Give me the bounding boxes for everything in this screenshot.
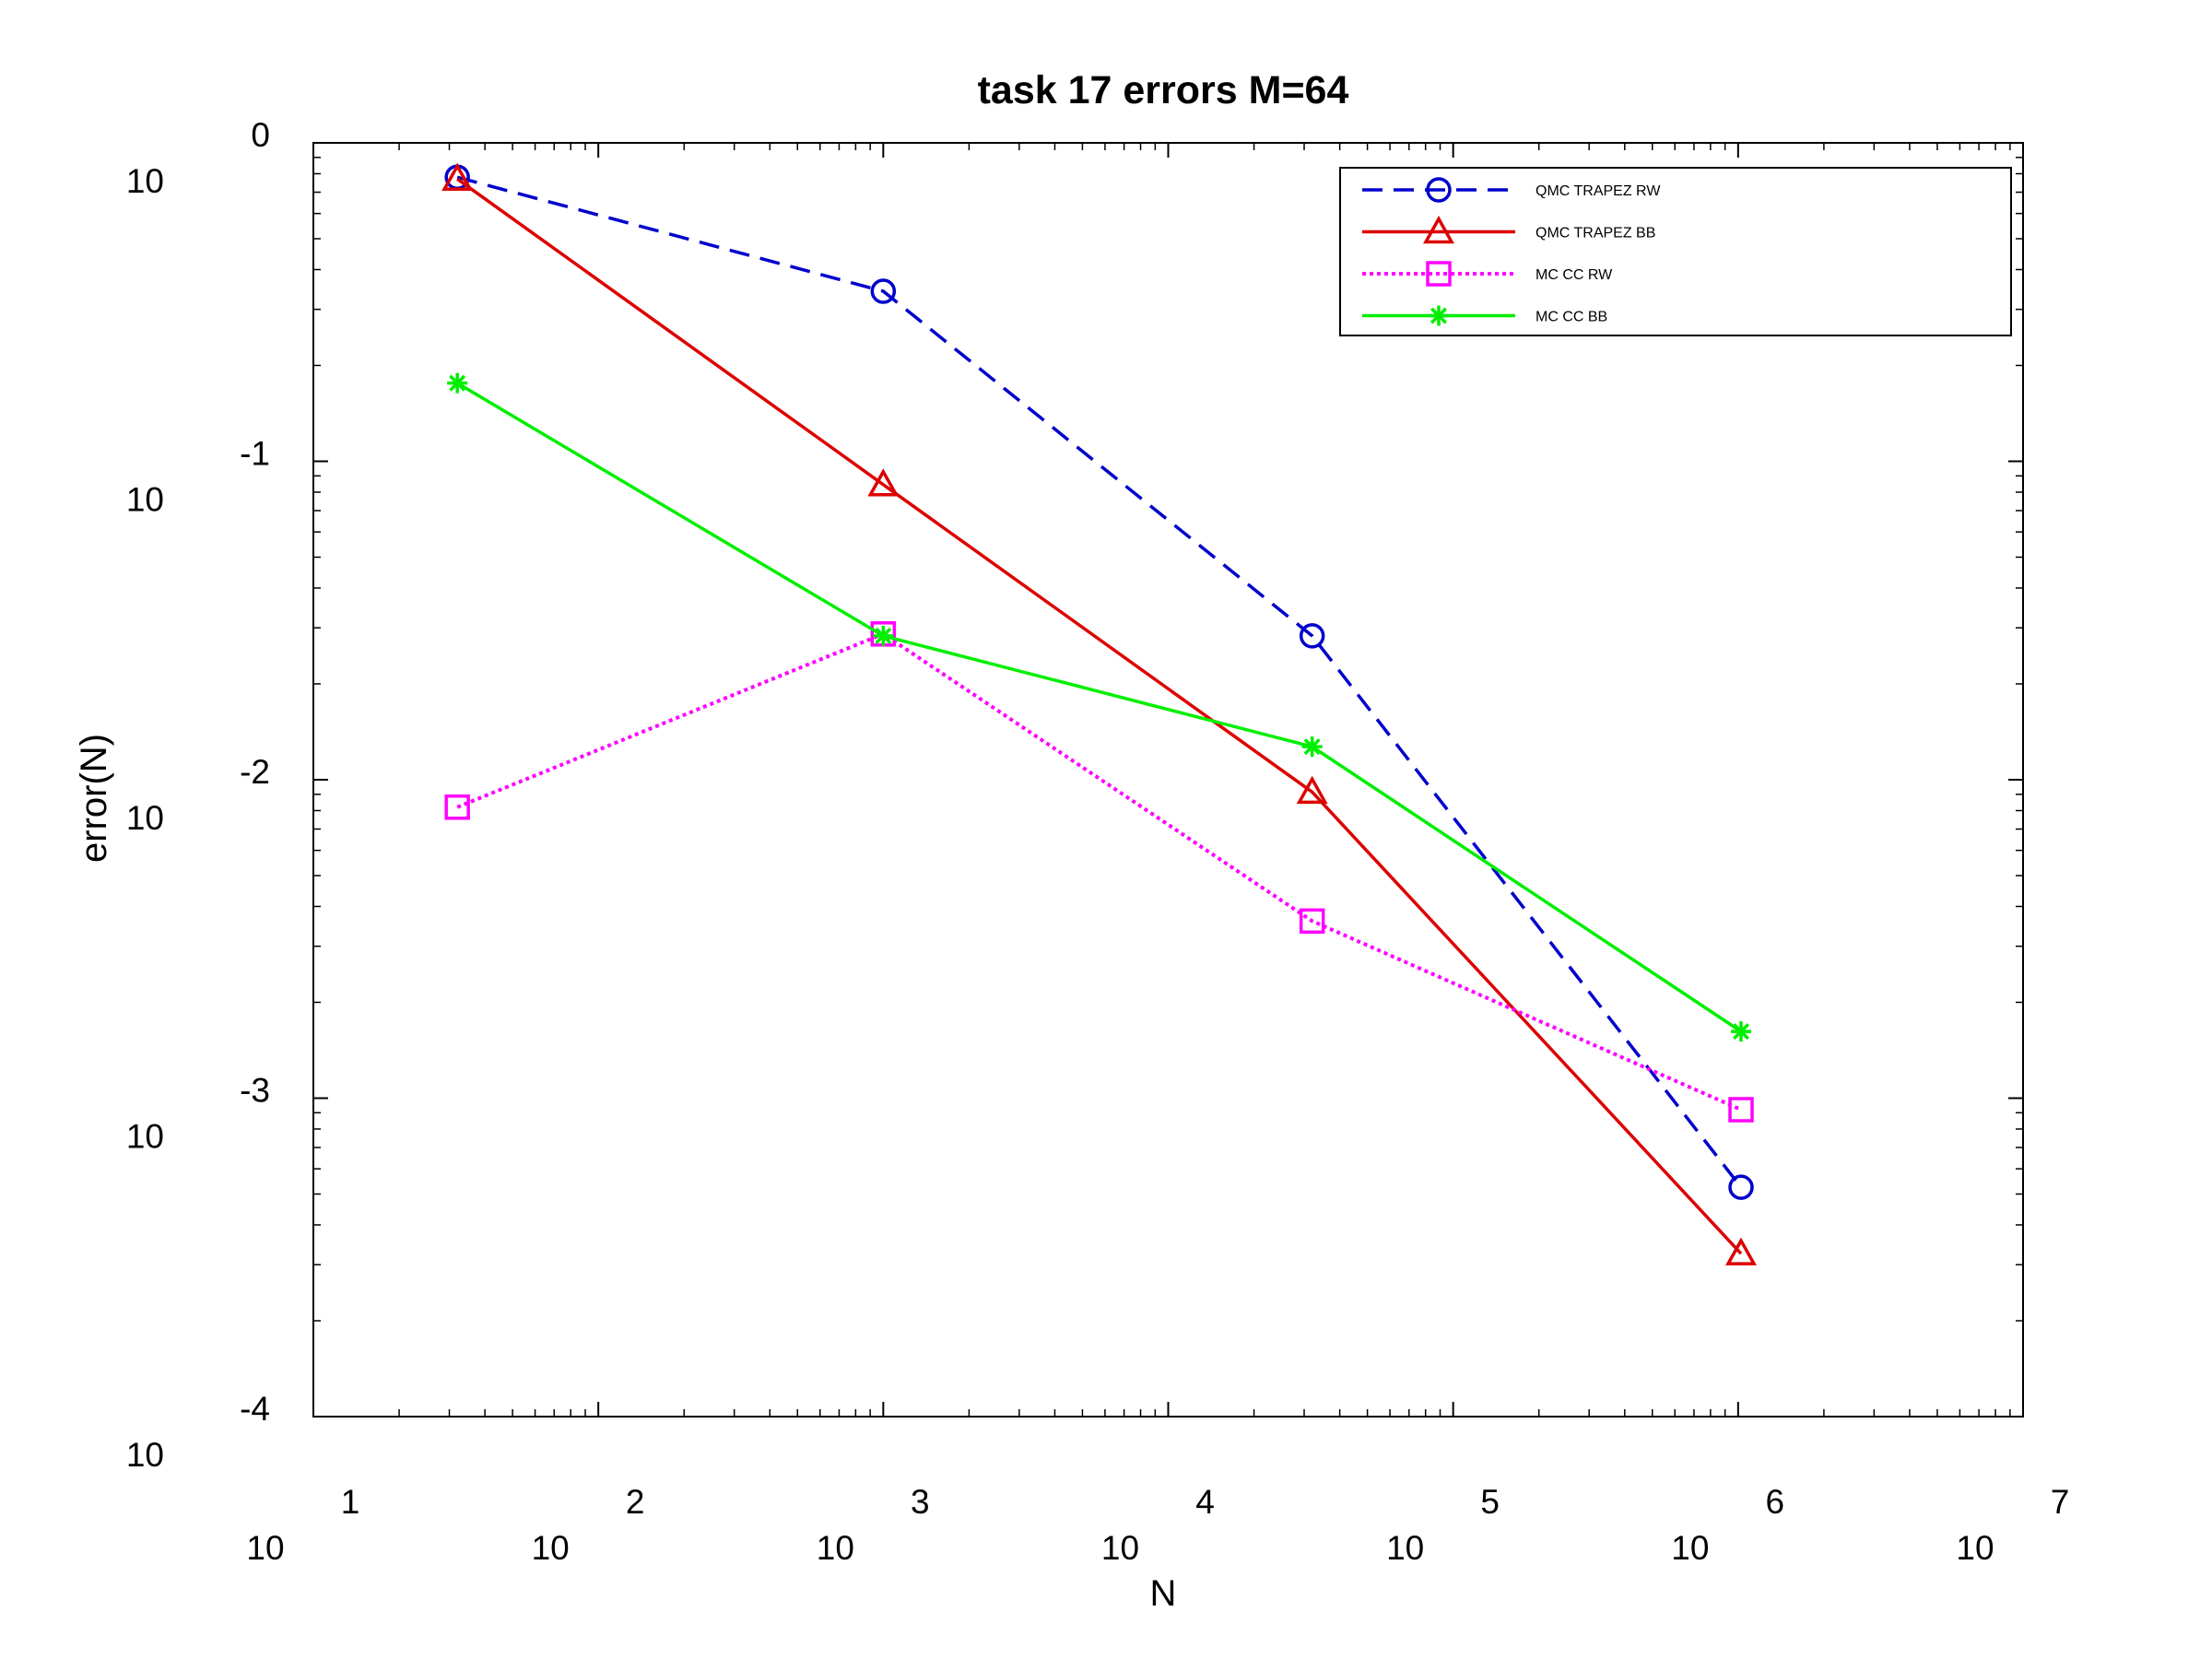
x-tick-label: 10 (817, 1529, 854, 1567)
data-point-mc-cc-rw (444, 794, 470, 820)
legend-marker-qmc-trapez-rw (1426, 177, 1452, 203)
data-point-qmc-trapez-bb (441, 162, 474, 191)
y-tick-exponent: 0 (251, 116, 270, 154)
legend-label-mc-cc-bb: MC CC BB (1535, 310, 1607, 325)
star-stroke (1303, 738, 1321, 756)
y-tick-label: 10 (126, 1436, 164, 1474)
series-line-mc-cc-bb (456, 382, 1742, 1033)
chart-title: task 17 errors M=64 (978, 68, 1349, 112)
star-stroke (1430, 307, 1448, 324)
star-stroke (875, 627, 892, 644)
x-tick-label: 10 (1386, 1529, 1424, 1567)
data-point-mc-cc-bb (447, 372, 468, 394)
data-point-qmc-trapez-rw (1728, 1174, 1754, 1200)
star-stroke (449, 374, 466, 392)
series-line-qmc-trapez-bb (456, 177, 1743, 1255)
y-tick-exponent: -3 (240, 1072, 270, 1110)
y-tick-label: 10 (126, 799, 164, 837)
legend-box (1339, 167, 2012, 336)
data-point-qmc-trapez-bb (1296, 775, 1328, 805)
x-tick-label: 10 (246, 1529, 284, 1567)
x-tick-label: 10 (1101, 1529, 1139, 1567)
legend-marker-mc-cc-bb (1429, 305, 1449, 326)
data-point-qmc-trapez-bb (1725, 1237, 1758, 1265)
x-tick-exponent: 4 (1195, 1483, 1215, 1521)
legend-marker-qmc-trapez-bb (1423, 215, 1454, 244)
data-point-qmc-trapez-rw (870, 278, 897, 304)
data-point-mc-cc-rw (1299, 908, 1325, 935)
legend: QMC TRAPEZ RW QMC TRAPEZ BB MC CC RW MC CC … (1339, 167, 2012, 336)
legend-label-qmc-trapez-rw: QMC TRAPEZ RW (1535, 183, 1661, 199)
data-point-mc-cc-bb (873, 625, 894, 646)
x-tick-label: 10 (1671, 1529, 1709, 1567)
data-point-mc-cc-rw (1728, 1097, 1754, 1123)
series-line-mc-cc-rw (456, 631, 1742, 1112)
x-tick-exponent: 7 (2051, 1483, 2070, 1521)
series-line-qmc-trapez-rw (456, 175, 1743, 1189)
y-tick-label: 10 (126, 162, 164, 200)
y-tick-exponent: -2 (240, 753, 270, 791)
star-stroke (1733, 1023, 1750, 1041)
plot-area: 10 1 10 2 10 3 10 4 10 5 10 6 10 7 10 0 10 -1 10 -2 10 -3 10 -4 (126, 116, 2069, 1567)
x-tick-label: 10 (532, 1529, 570, 1567)
y-tick-exponent: -1 (240, 435, 270, 473)
x-tick-exponent: 5 (1480, 1483, 1500, 1521)
x-tick-exponent: 2 (626, 1483, 645, 1521)
x-tick-label: 10 (1956, 1529, 1994, 1567)
y-tick-label: 10 (126, 1118, 164, 1156)
data-point-mc-cc-bb (1301, 736, 1323, 758)
legend-marker-mc-cc-rw (1426, 261, 1452, 287)
legend-label-mc-cc-rw: MC CC RW (1535, 267, 1613, 283)
x-axis-label: N (1150, 1573, 1177, 1614)
x-tick-exponent: 1 (341, 1483, 360, 1521)
y-tick-label: 10 (126, 481, 164, 519)
data-point-qmc-trapez-rw (1299, 623, 1325, 649)
data-point-mc-cc-bb (1731, 1021, 1752, 1042)
y-tick-exponent: -4 (240, 1390, 270, 1428)
y-axis-label: error(N) (74, 734, 114, 863)
x-tick-exponent: 3 (911, 1483, 930, 1521)
data-point-qmc-trapez-bb (867, 468, 900, 497)
legend-label-qmc-trapez-bb: QMC TRAPEZ BB (1535, 226, 1655, 241)
x-tick-exponent: 6 (1766, 1483, 1785, 1521)
